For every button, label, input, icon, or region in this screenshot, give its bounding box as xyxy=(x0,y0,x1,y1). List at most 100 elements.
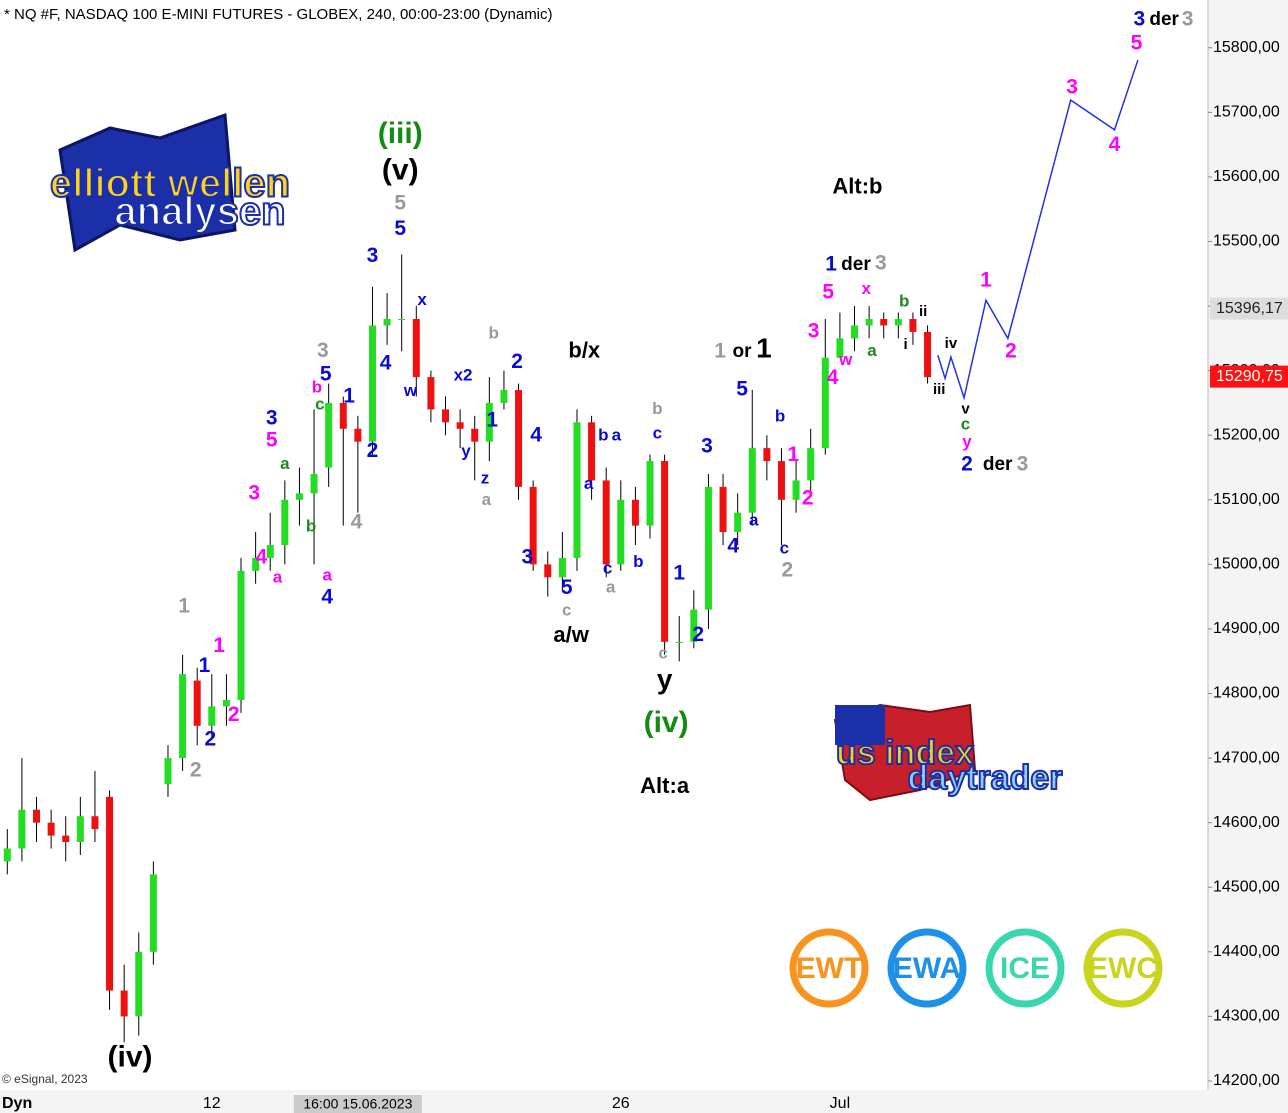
candle-body xyxy=(617,499,625,565)
wave-label: 4 xyxy=(530,423,542,446)
wave-label: a xyxy=(280,454,290,473)
wave-label: 3 xyxy=(808,319,820,342)
badge-label: EWC xyxy=(1088,952,1158,985)
candle-body xyxy=(76,816,84,843)
candle-body xyxy=(675,641,683,643)
wave-label: Alt:b xyxy=(832,174,882,199)
candle-body xyxy=(339,402,347,429)
candle-body xyxy=(924,331,932,378)
logo-text: elliott wellen xyxy=(50,162,290,206)
candle-body xyxy=(661,461,669,642)
wave-label: x xyxy=(861,279,871,298)
candle-body xyxy=(894,318,902,326)
wave-label: der xyxy=(983,454,1013,475)
wave-label: c xyxy=(653,423,662,442)
candle-body xyxy=(33,809,41,823)
candle-body xyxy=(748,448,756,513)
wave-label: 1 xyxy=(673,562,685,585)
wave-label: c xyxy=(961,414,970,433)
wave-label: 5 xyxy=(822,281,834,304)
wave-label: a xyxy=(482,490,492,509)
wave-label: b xyxy=(306,516,316,535)
candle-body xyxy=(325,402,333,468)
wave-label: b xyxy=(775,407,785,426)
logo-flag xyxy=(58,112,237,253)
wave-label: y xyxy=(657,664,673,695)
wave-label: a xyxy=(584,474,594,493)
wave-label: 2 xyxy=(204,728,216,751)
candle-body xyxy=(295,493,303,500)
wave-label: ii xyxy=(919,303,927,320)
price-badge xyxy=(1210,365,1288,388)
wave-label: 5 xyxy=(1131,31,1143,54)
wave-label: 1 xyxy=(825,252,837,275)
candle-body xyxy=(3,848,11,862)
badge-ring xyxy=(985,928,1065,1008)
wave-label: 2 xyxy=(781,558,793,581)
y-tick-label: 14300,00 xyxy=(1213,1008,1280,1025)
wave-label: iii xyxy=(933,381,946,398)
wave-label: z xyxy=(481,469,490,488)
candle-body xyxy=(179,674,187,759)
wave-label: a/w xyxy=(553,622,589,647)
candle-body xyxy=(149,874,157,952)
candle-body xyxy=(222,699,230,707)
wave-label: a xyxy=(273,567,283,586)
candle-body xyxy=(909,318,917,332)
cursor-box xyxy=(293,1095,422,1113)
wave-label: 2 xyxy=(190,759,202,782)
wave-label: 3 xyxy=(266,407,278,430)
wave-label: 5 xyxy=(394,192,406,215)
candle-body xyxy=(120,990,128,1017)
wave-label: w xyxy=(838,350,853,369)
candle-body xyxy=(807,448,815,481)
wave-label: y xyxy=(461,441,471,460)
candle-body xyxy=(792,480,800,500)
candle-body xyxy=(836,338,844,358)
y-tick-label: 14700,00 xyxy=(1213,749,1280,766)
candle-body xyxy=(164,758,172,784)
candle-body xyxy=(135,951,143,1017)
candle-body xyxy=(485,402,493,442)
badge-ring xyxy=(1083,928,1163,1008)
wave-label: Alt:a xyxy=(640,773,690,798)
candle-body xyxy=(558,557,566,578)
wave-label: 2 xyxy=(961,452,973,475)
wave-label: 3 xyxy=(1134,8,1146,31)
candle-body xyxy=(851,325,859,339)
wave-label: 5 xyxy=(394,217,406,240)
logo-flag-canton xyxy=(835,705,885,745)
candle-body xyxy=(208,706,216,726)
wave-label: 3 xyxy=(1066,75,1078,98)
wave-label: 3 xyxy=(248,482,260,505)
wave-label: x xyxy=(417,290,427,309)
y-tick-label: 15100,00 xyxy=(1213,491,1280,508)
candle-body xyxy=(646,461,654,526)
candle-body xyxy=(573,422,581,558)
candle-body xyxy=(631,499,639,526)
wave-label: 4 xyxy=(380,352,392,375)
wave-label: 5 xyxy=(561,576,573,599)
candle-body xyxy=(880,318,888,326)
candle-body xyxy=(47,822,55,836)
wave-label: 3 xyxy=(701,434,713,457)
ewa-logo: elliott wellen analysen xyxy=(49,112,291,253)
candle-body xyxy=(588,422,596,481)
candle-body xyxy=(704,486,712,610)
candle-body xyxy=(383,318,391,326)
wave-label: (iv) xyxy=(108,1040,153,1073)
candle-body xyxy=(471,428,479,442)
wave-label: b/x xyxy=(568,338,601,363)
candle-body xyxy=(690,609,698,642)
candle-body xyxy=(310,473,318,494)
wave-label: der xyxy=(841,254,871,275)
wave-label: 3 xyxy=(317,339,329,362)
wave-label: 5 xyxy=(266,429,278,452)
wave-label: a xyxy=(867,341,877,360)
wave-label: der xyxy=(1149,9,1179,30)
wave-label: 4 xyxy=(727,534,739,557)
price-badge xyxy=(1210,297,1288,320)
candle-body xyxy=(442,409,450,423)
candle-body xyxy=(62,835,70,843)
